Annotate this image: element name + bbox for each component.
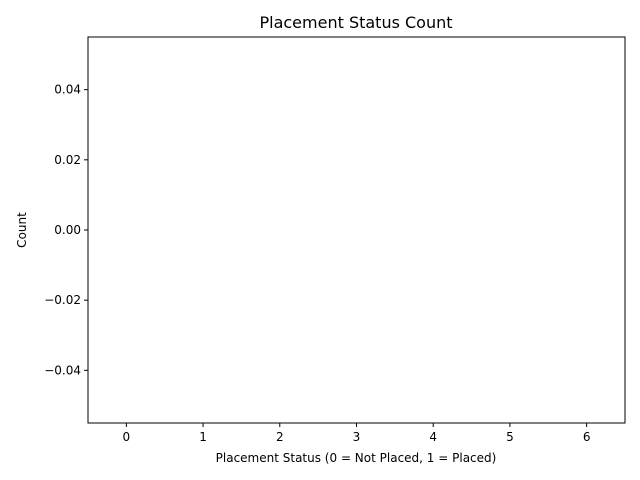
x-axis-label: Placement Status (0 = Not Placed, 1 = Pl…	[216, 451, 497, 465]
y-tick-label: 0.00	[54, 223, 81, 237]
x-tick-label: 2	[276, 430, 284, 444]
x-axis-ticks: 0 1 2 3 4 5 6	[123, 423, 591, 444]
chart-title: Placement Status Count	[259, 13, 452, 32]
plot-area	[87, 36, 626, 424]
x-tick-label: 4	[429, 430, 437, 444]
y-axis-label: Count	[15, 212, 29, 248]
x-tick-label: 3	[353, 430, 361, 444]
y-tick-label: 0.04	[54, 83, 81, 97]
y-tick-label: 0.02	[54, 153, 81, 167]
x-tick-label: 0	[123, 430, 131, 444]
y-axis-ticks: 0.04 0.02 0.00 −0.02 −0.04	[44, 83, 88, 377]
y-tick-label: −0.02	[44, 293, 81, 307]
y-tick-label: −0.04	[44, 363, 81, 377]
x-tick-label: 6	[583, 430, 591, 444]
x-tick-label: 5	[506, 430, 514, 444]
x-tick-label: 1	[199, 430, 207, 444]
